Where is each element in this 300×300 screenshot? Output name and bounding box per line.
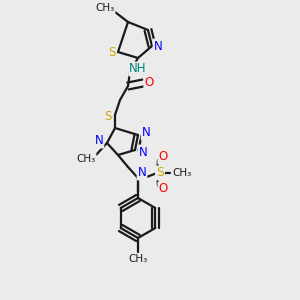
Text: S: S: [108, 46, 116, 59]
Text: N: N: [154, 40, 162, 52]
Text: NH: NH: [129, 62, 147, 76]
Text: N: N: [142, 127, 150, 140]
Text: N: N: [94, 134, 103, 148]
Text: CH₃: CH₃: [95, 3, 115, 13]
Text: N: N: [139, 146, 147, 158]
Text: S: S: [104, 110, 112, 124]
Text: CH₃: CH₃: [76, 154, 96, 164]
Text: CH₃: CH₃: [172, 168, 192, 178]
Text: CH₃: CH₃: [128, 254, 148, 264]
Text: O: O: [144, 76, 154, 88]
Text: O: O: [158, 182, 168, 196]
Text: O: O: [158, 151, 168, 164]
Text: N: N: [138, 167, 146, 179]
Text: S: S: [156, 167, 164, 179]
